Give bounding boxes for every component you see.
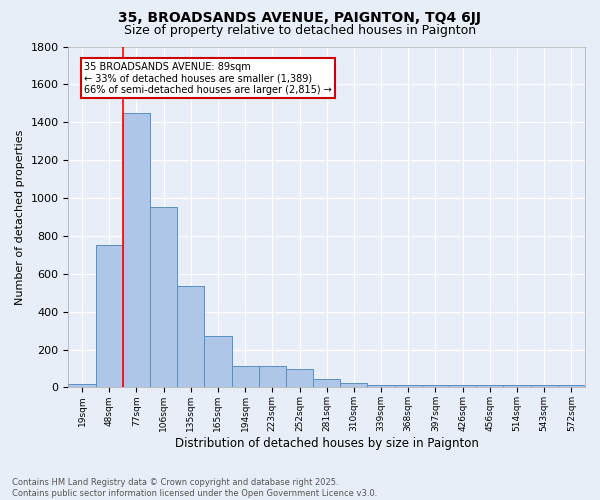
- Bar: [503, 384, 530, 388]
- Bar: [395, 384, 422, 388]
- Bar: [68, 384, 95, 388]
- Bar: [150, 208, 177, 388]
- Bar: [422, 384, 449, 388]
- Bar: [558, 384, 585, 388]
- Bar: [530, 384, 558, 388]
- Bar: [259, 366, 286, 388]
- Bar: [449, 384, 476, 388]
- Text: 35 BROADSANDS AVENUE: 89sqm
← 33% of detached houses are smaller (1,389)
66% of : 35 BROADSANDS AVENUE: 89sqm ← 33% of det…: [84, 62, 332, 95]
- X-axis label: Distribution of detached houses by size in Paignton: Distribution of detached houses by size …: [175, 437, 479, 450]
- Bar: [95, 246, 123, 388]
- Text: 35, BROADSANDS AVENUE, PAIGNTON, TQ4 6JJ: 35, BROADSANDS AVENUE, PAIGNTON, TQ4 6JJ: [119, 11, 482, 25]
- Bar: [232, 366, 259, 388]
- Bar: [476, 384, 503, 388]
- Bar: [205, 336, 232, 388]
- Text: Contains HM Land Registry data © Crown copyright and database right 2025.
Contai: Contains HM Land Registry data © Crown c…: [12, 478, 377, 498]
- Bar: [340, 382, 367, 388]
- Y-axis label: Number of detached properties: Number of detached properties: [15, 130, 25, 304]
- Text: Size of property relative to detached houses in Paignton: Size of property relative to detached ho…: [124, 24, 476, 37]
- Bar: [286, 370, 313, 388]
- Bar: [367, 384, 395, 388]
- Bar: [177, 286, 205, 388]
- Bar: [313, 379, 340, 388]
- Bar: [123, 113, 150, 388]
